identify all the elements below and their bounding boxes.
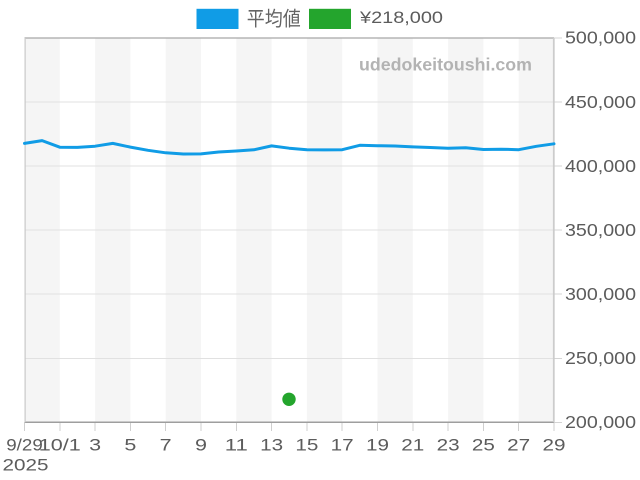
svg-text:250,000: 250,000 [565,348,636,368]
svg-text:10/1: 10/1 [39,435,81,454]
svg-text:5: 5 [124,435,136,454]
svg-text:29: 29 [543,435,566,454]
svg-text:11: 11 [225,435,248,454]
svg-text:17: 17 [331,435,354,454]
svg-text:200,000: 200,000 [565,412,636,432]
svg-text:7: 7 [160,435,172,454]
svg-text:25: 25 [472,435,495,454]
svg-text:500,000: 500,000 [565,28,636,48]
svg-text:23: 23 [437,435,460,454]
svg-text:udedokeitoushi.com: udedokeitoushi.com [359,55,532,75]
svg-text:27: 27 [507,435,530,454]
svg-text:3: 3 [89,435,101,454]
svg-text:350,000: 350,000 [565,220,636,240]
svg-text:21: 21 [401,435,424,454]
svg-text:300,000: 300,000 [565,284,636,304]
svg-text:¥218,000: ¥218,000 [359,9,443,27]
svg-text:2025: 2025 [3,456,49,474]
svg-text:19: 19 [366,435,389,454]
svg-text:15: 15 [295,435,318,454]
svg-text:450,000: 450,000 [565,92,636,112]
svg-text:13: 13 [260,435,283,454]
svg-text:9: 9 [195,435,207,454]
svg-text:400,000: 400,000 [565,156,636,176]
svg-text:9/29: 9/29 [6,435,43,454]
